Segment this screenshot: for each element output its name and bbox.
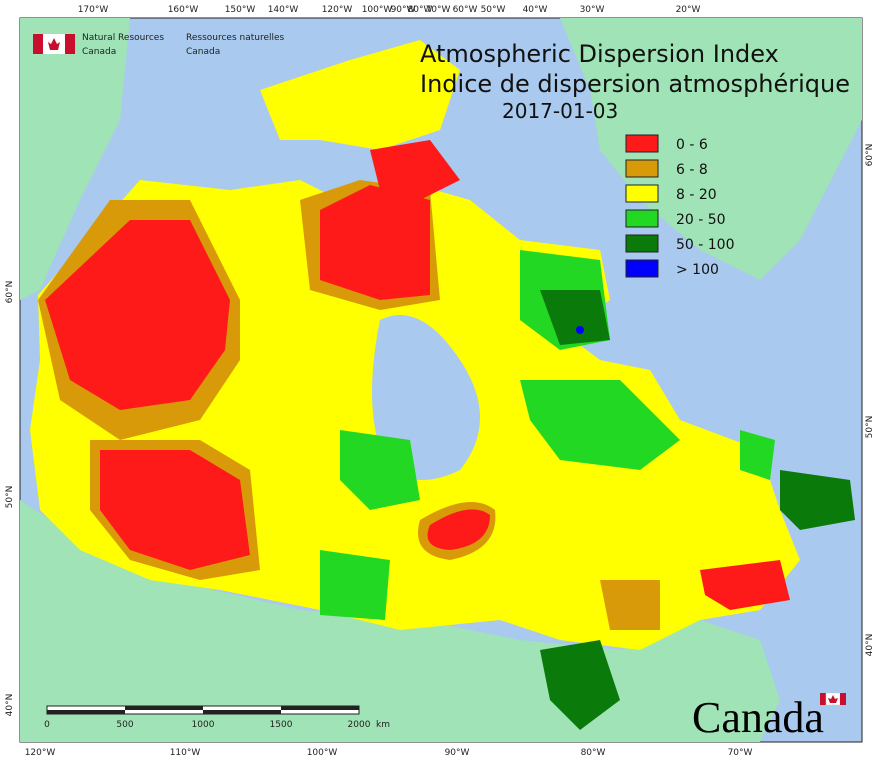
lat-label-left: 40°N <box>5 694 15 717</box>
lon-label-top: 60°W <box>453 5 478 15</box>
legend-label: > 100 <box>676 262 719 278</box>
legend-label: 50 - 100 <box>676 237 735 253</box>
agency-en: Canada <box>82 47 116 57</box>
lon-label-bottom: 110°W <box>170 748 201 758</box>
legend-swatch <box>625 159 659 178</box>
lon-label-bottom: 100°W <box>307 748 338 758</box>
lon-label-bottom: 120°W <box>25 748 56 758</box>
agency-en: Natural Resources <box>82 33 164 43</box>
lon-label-bottom: 70°W <box>728 748 753 758</box>
scale-label: 1500 <box>270 720 293 730</box>
lon-label-top: 100°W <box>362 5 393 15</box>
lon-label-top: 20°W <box>676 5 701 15</box>
legend-swatch <box>625 259 659 278</box>
lon-label-top: 140°W <box>268 5 299 15</box>
agency-fr: Canada <box>186 47 220 57</box>
legend-label: 20 - 50 <box>676 212 726 228</box>
title: Indice de dispersion atmosphérique <box>420 70 850 98</box>
scale-unit: km <box>376 720 390 730</box>
scale-bar <box>46 705 360 715</box>
lon-label-bottom: 90°W <box>445 748 470 758</box>
legend-label: 8 - 20 <box>676 187 717 203</box>
lon-label-top: 70°W <box>426 5 451 15</box>
lon-label-top: 90°W <box>391 5 416 15</box>
lon-label-top: 170°W <box>78 5 109 15</box>
lat-label-right: 60°N <box>865 144 875 167</box>
scale-label: 500 <box>116 720 133 730</box>
title: Atmospheric Dispersion Index <box>420 40 779 68</box>
dispersion-field <box>30 40 855 730</box>
lon-label-top: 120°W <box>322 5 353 15</box>
lat-label-left: 60°N <box>5 281 15 304</box>
lon-label-bottom: 80°W <box>581 748 606 758</box>
date: 2017-01-03 <box>502 99 618 123</box>
wordmark: Canada <box>692 693 824 742</box>
logo-flag <box>33 34 846 706</box>
legend-label: 0 - 6 <box>676 137 708 153</box>
scale-label: 2000 <box>348 720 371 730</box>
legend-swatch <box>625 209 659 228</box>
lat-label-left: 50°N <box>5 486 15 509</box>
lon-label-top: 80°W <box>408 5 433 15</box>
lon-label-top: 30°W <box>580 5 605 15</box>
legend-swatch <box>625 184 659 203</box>
lat-label-right: 50°N <box>865 416 875 439</box>
legend-swatch <box>625 134 659 153</box>
lon-label-top: 40°W <box>523 5 548 15</box>
agency-fr: Ressources naturelles <box>186 33 285 43</box>
lon-label-top: 160°W <box>168 5 199 15</box>
lon-label-top: 50°W <box>481 5 506 15</box>
scale-label: 1000 <box>192 720 215 730</box>
legend-label: 6 - 8 <box>676 162 708 178</box>
scale-label: 0 <box>44 720 50 730</box>
lat-label-right: 40°N <box>865 634 875 657</box>
legend-swatch <box>625 234 659 253</box>
lon-label-top: 150°W <box>225 5 256 15</box>
